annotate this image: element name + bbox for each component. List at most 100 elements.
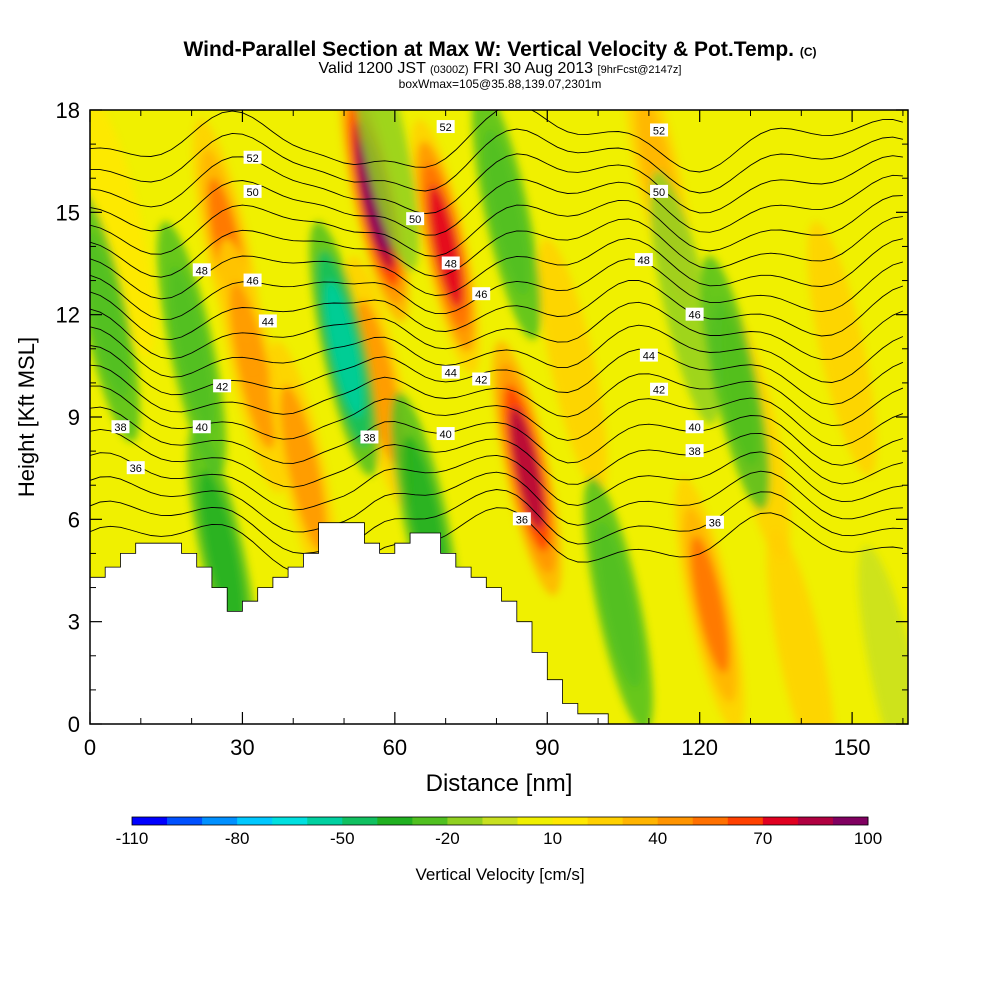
downdraft-core — [324, 280, 364, 418]
plot-area: 38 36 40 42 44 46 48 50 52 38 40 42 44 46 48 50 52 36 52 50… — [90, 110, 908, 724]
colorbar-tick-label: -50 — [330, 829, 355, 848]
theta-contour-line — [90, 301, 904, 360]
contour-label: 52 — [246, 153, 258, 165]
contour-label-bg — [650, 123, 669, 137]
contour-label: 40 — [440, 429, 452, 441]
colorbar-swatch — [727, 817, 764, 825]
contour-label-bg — [111, 420, 130, 434]
contour-label: 42 — [475, 374, 487, 386]
contour-label: 50 — [409, 214, 421, 226]
contour-label-bg — [441, 365, 460, 379]
contour-label: 50 — [246, 187, 258, 199]
x-tick-label: 60 — [383, 735, 407, 760]
contour-label: 44 — [445, 368, 457, 380]
contour-label: 42 — [216, 381, 228, 393]
terrain-mask — [90, 522, 609, 724]
colorbar-swatch — [272, 817, 308, 825]
downdraft-core — [168, 265, 215, 432]
y-axis-label: Height [Kft MSL] — [14, 337, 39, 497]
contour-label-bg — [441, 256, 460, 270]
x-tick-label: 150 — [834, 735, 871, 760]
updraft-core — [90, 110, 156, 357]
theta-contour-line — [90, 385, 904, 447]
contour-label-bg — [512, 512, 531, 526]
contour-label-bg — [192, 420, 211, 434]
contour-label: 40 — [688, 422, 700, 434]
y-tick-label: 0 — [68, 712, 80, 737]
updraft-core — [766, 528, 836, 724]
colorbar-frame — [131, 816, 869, 826]
title-text: Wind-Parallel Section at Max W: Vertical… — [183, 38, 794, 61]
updraft-core — [509, 406, 545, 530]
contour-label-bg — [639, 348, 658, 362]
updraft-core — [358, 138, 391, 253]
contour-label: 44 — [643, 351, 655, 363]
theta-contour-line — [90, 174, 903, 236]
contour-label-bg — [243, 273, 262, 287]
y-tick-label: 18 — [56, 98, 80, 123]
updraft-core — [280, 384, 327, 552]
y-tick-label: 3 — [68, 610, 80, 635]
valid-time-line: Valid 1200 JST (0300Z) FRI 30 Aug 2013 [… — [0, 60, 1000, 78]
y-tick-label: 15 — [56, 200, 80, 225]
colorbar-swatch — [587, 817, 624, 825]
colorbar-swatch — [342, 817, 378, 825]
colorbar-swatch — [307, 817, 343, 825]
downdraft-core — [90, 231, 129, 398]
contour-label: 46 — [246, 276, 258, 288]
colorbar-tick-label: -80 — [225, 829, 250, 848]
colorbar-tick-label: -20 — [435, 829, 460, 848]
colorbar-swatch — [447, 817, 483, 825]
x-axis-label: Distance [nm] — [426, 770, 573, 797]
colorbar-swatch — [132, 817, 168, 825]
contour-label: 52 — [653, 125, 665, 137]
colorbar-tick-label: 70 — [753, 829, 772, 848]
colorbar-tick-label: -110 — [116, 829, 149, 848]
colorbar-swatch — [517, 817, 554, 825]
theta-contours — [90, 110, 904, 575]
contour-label-bg — [360, 430, 379, 444]
y-tick-label: 6 — [68, 507, 80, 532]
valid-prefix: Valid 1200 JST — [318, 60, 426, 77]
theta-contour-line — [90, 128, 903, 194]
theta-contour-line — [90, 489, 903, 554]
theta-contour-line — [90, 195, 903, 257]
contour-label: 50 — [653, 187, 665, 199]
theta-contour-line — [90, 258, 904, 321]
colorbar-swatch — [832, 817, 869, 825]
y-tick-label: 9 — [68, 405, 80, 430]
contour-label: 36 — [516, 514, 528, 526]
contour-label-bg — [634, 253, 653, 267]
downdraft-core — [595, 521, 642, 688]
colorbar-tick-label: 100 — [854, 829, 882, 848]
contour-label: 48 — [445, 259, 457, 271]
colorbar-swatch — [797, 817, 834, 825]
contour-label-bg — [685, 420, 704, 434]
contour-label: 36 — [709, 518, 721, 530]
box-info-line: boxWmax=105@35.88,139.07,2301m — [398, 77, 602, 91]
colorbar-swatch — [692, 817, 729, 825]
contour-label: 44 — [262, 316, 274, 328]
contour-label: 48 — [196, 265, 208, 277]
theta-contour-line — [90, 216, 903, 278]
theta-contour-line — [90, 428, 904, 488]
contour-label: 46 — [688, 310, 700, 322]
valid-utc: (0300Z) — [430, 64, 469, 76]
contour-label: 38 — [114, 422, 126, 434]
colorbar-tick-label: 40 — [648, 829, 667, 848]
contour-label: 46 — [475, 289, 487, 301]
contour-label-bg — [650, 382, 669, 396]
colorbar-swatch — [482, 817, 519, 825]
contour-label-bg — [243, 150, 262, 164]
theta-contour-labels: 38 36 40 42 44 46 48 50 52 38 40 42 44 46 48 50 52 36 52 50… — [111, 120, 724, 530]
updraft-core — [690, 536, 729, 674]
theta-contour-line — [90, 451, 903, 511]
contour-label-bg — [436, 427, 455, 441]
colorbar-tick-label: 10 — [543, 829, 562, 848]
contour-label-bg — [126, 461, 145, 475]
theta-contour-line — [90, 507, 903, 575]
contour-label-bg — [258, 314, 277, 328]
colorbar-swatch — [237, 817, 273, 825]
